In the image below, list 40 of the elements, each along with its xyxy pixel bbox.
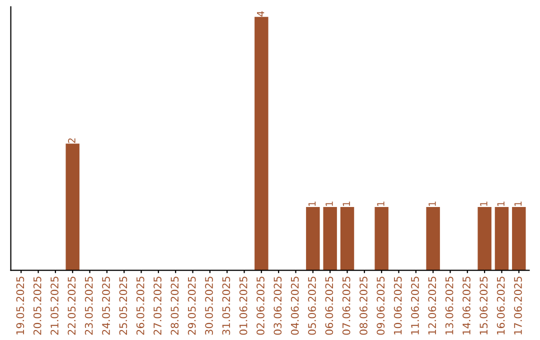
x-tick-label: 05.06.2025 xyxy=(308,276,316,335)
x-tick-label: 08.06.2025 xyxy=(360,276,368,335)
x-tick-label: 21.05.2025 xyxy=(50,276,58,335)
x-tick-label: 22.05.2025 xyxy=(68,276,76,335)
data-label: 1 xyxy=(497,202,504,206)
data-label: 1 xyxy=(342,202,350,206)
x-tick-label: 06.06.2025 xyxy=(325,276,334,335)
x-tick-label: 10.06.2025 xyxy=(394,276,402,334)
x-tick-label: 03.06.2025 xyxy=(274,276,282,335)
data-label: 1 xyxy=(326,202,333,206)
x-tick-label: 12.06.2025 xyxy=(428,276,436,334)
data-label: 1 xyxy=(308,202,316,206)
data-label: 2 xyxy=(68,138,76,143)
x-tick-label: 07.06.2025 xyxy=(342,276,350,335)
x-tick-label: 13.06.2025 xyxy=(445,276,454,334)
x-tick-label: 01.06.2025 xyxy=(239,276,248,335)
x-tick-label: 17.06.2025 xyxy=(514,276,522,334)
x-tick-label: 23.05.2025 xyxy=(84,276,93,335)
x-tick-label: 30.05.2025 xyxy=(205,276,213,335)
x-tick-label: 24.05.2025 xyxy=(102,276,110,335)
data-label: 4 xyxy=(257,11,264,16)
x-tick-label: 29.05.2025 xyxy=(188,276,196,335)
x-tick-label: 09.06.2025 xyxy=(376,276,385,335)
x-tick-label: 16.06.2025 xyxy=(496,276,505,334)
data-label: 1 xyxy=(377,202,384,206)
x-tick-label: 11.06.2025 xyxy=(411,276,419,334)
data-label: 1 xyxy=(428,202,436,206)
x-tick-label: 19.05.2025 xyxy=(16,276,24,334)
x-tick-label: 14.06.2025 xyxy=(462,276,470,334)
x-tick-label: 15.06.2025 xyxy=(480,276,488,334)
x-tick-label: 02.06.2025 xyxy=(256,276,264,335)
data-label: 1 xyxy=(514,202,522,206)
x-tick-label: 20.05.2025 xyxy=(33,276,42,335)
x-tick-label: 31.05.2025 xyxy=(222,276,230,335)
data-label: 1 xyxy=(480,202,488,206)
x-tick-label: 26.05.2025 xyxy=(136,276,144,335)
x-tick-label: 04.06.2025 xyxy=(290,276,299,335)
x-tick-label: 27.05.2025 xyxy=(154,276,162,335)
x-tick-label: 25.05.2025 xyxy=(119,276,128,335)
x-tick-label: 28.05.2025 xyxy=(170,276,179,335)
